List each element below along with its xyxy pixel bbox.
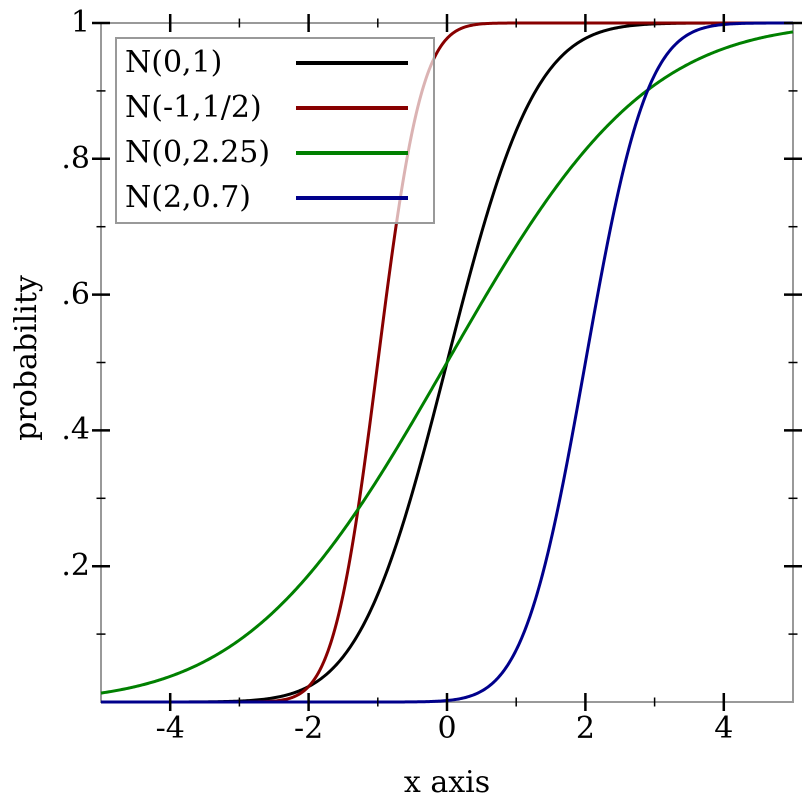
- legend-item: N(2,0.7): [125, 179, 421, 215]
- x-axis-title: x axis: [403, 765, 491, 800]
- cdf-curve-2: [100, 30, 794, 695]
- legend-item: N(0,2.25): [125, 134, 421, 170]
- y-tick-label: 1: [70, 5, 90, 40]
- x-tick-label: -4: [155, 711, 185, 746]
- x-tick-label: 2: [575, 711, 595, 746]
- legend-item: N(0,1): [125, 46, 421, 80]
- legend-line-sample: [296, 195, 408, 200]
- legend-label: N(2,0.7): [125, 179, 251, 215]
- legend-item: N(-1,1/2): [125, 91, 421, 125]
- legend-label: N(-1,1/2): [125, 90, 262, 126]
- legend: N(0,1) N(-1,1/2) N(0,2.25) N(2,0.7): [115, 37, 435, 224]
- legend-line-sample: [296, 106, 408, 111]
- y-tick-label: .4: [61, 412, 90, 448]
- x-tick-label: -2: [293, 711, 324, 746]
- legend-label: N(0,2.25): [125, 134, 271, 170]
- x-tick-label: 0: [437, 711, 457, 746]
- y-tick-label: .6: [61, 276, 90, 312]
- y-tick-label: .8: [61, 140, 90, 176]
- legend-line-sample: [296, 150, 408, 155]
- legend-label: N(0,1): [125, 45, 223, 81]
- legend-line-sample: [296, 61, 408, 66]
- y-tick-label: .2: [61, 548, 90, 584]
- x-tick-label: 4: [714, 711, 734, 746]
